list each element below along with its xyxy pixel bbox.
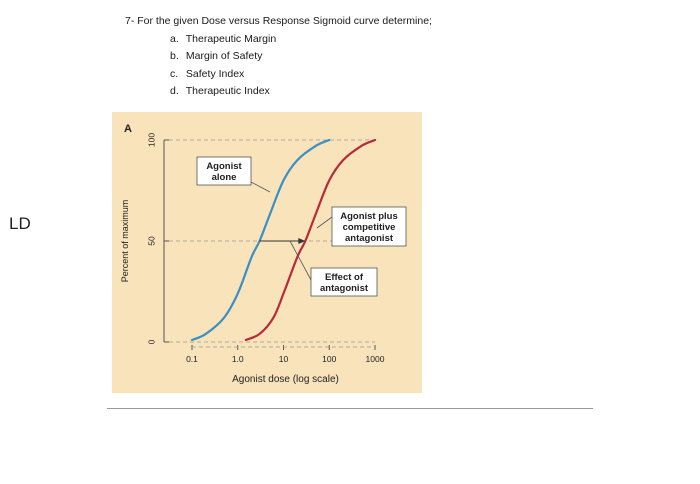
x-tick-label: 1000 — [366, 354, 385, 364]
side-label-ld: LD — [9, 214, 31, 233]
y-tick-label: 100 — [146, 133, 156, 147]
annotation-agonist-alone-box — [196, 156, 252, 186]
question-block: 7- For the given Dose versus Response Si… — [125, 13, 432, 101]
dose-response-chart: A 0 50 100 Percent of maximum 0.1 1.0 10 100 1000… — [120, 123, 407, 385]
annotation-agonist-plus-antagonist-leader — [316, 216, 333, 229]
x-tick-label: 100 — [322, 354, 336, 364]
divider-line — [107, 408, 593, 409]
annotation-agonist-plus-antagonist-box — [331, 206, 407, 247]
question-title: 7- For the given Dose versus Response Si… — [125, 15, 432, 27]
annotation-agonist-plus-antagonist-text: competitive — [343, 222, 396, 233]
panel-label: A — [124, 123, 132, 135]
question-items: a. Therapeutic Margin b. Margin of Safet… — [125, 31, 432, 101]
annotation-effect-of-antagonist-leader — [289, 240, 312, 281]
annotation-agonist-plus-antagonist-text: Agonist plus — [340, 211, 398, 222]
y-tick-label: 0 — [146, 339, 156, 344]
annotation-agonist-alone-text: alone — [212, 172, 237, 183]
y-axis-label: Percent of maximum — [120, 200, 130, 283]
question-item-c: c. Safety Index — [170, 67, 245, 80]
annotation-effect-of-antagonist-text: antagonist — [320, 283, 369, 294]
shift-arrow-head — [298, 238, 306, 244]
x-tick-label: 0.1 — [186, 354, 198, 364]
x-tick-label: 10 — [279, 354, 289, 364]
x-axis-label: Agonist dose (log scale) — [232, 374, 339, 385]
series-line-agonist-alone — [190, 138, 331, 342]
question-item-a: a. Therapeutic Margin — [170, 32, 277, 45]
dose-response-figure: A 0 50 100 Percent of maximum 0.1 1.0 10 100 1000… — [112, 112, 422, 393]
question-item-d: d. Therapeutic Index — [170, 85, 270, 97]
annotation-agonist-plus-antagonist-text: antagonist — [345, 233, 394, 244]
x-tick-label: 1.0 — [232, 354, 244, 364]
annotation-effect-of-antagonist-box — [310, 267, 378, 297]
annotation-effect-of-antagonist-text: Effect of — [325, 272, 364, 283]
y-tick-label: 50 — [146, 236, 156, 246]
question-item-b: b. Margin of Safety — [170, 50, 263, 62]
annotation-agonist-alone-leader — [250, 181, 271, 193]
annotation-agonist-alone-text: Agonist — [206, 161, 242, 172]
